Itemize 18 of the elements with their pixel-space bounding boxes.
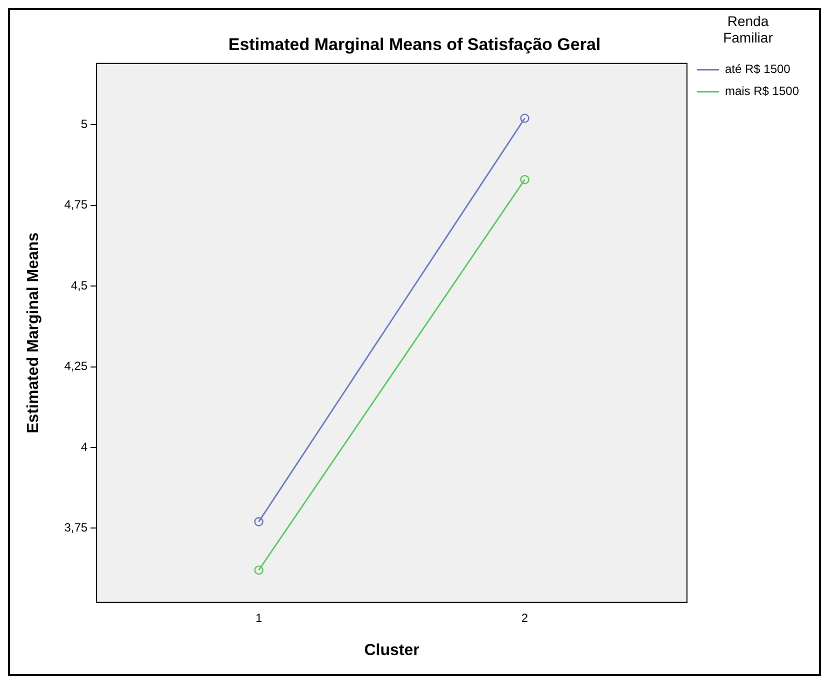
legend-label: até R$ 1500	[724, 62, 791, 76]
x-tick-label: 1	[255, 610, 262, 625]
legend-label: mais R$ 1500	[724, 84, 800, 98]
legend-title: Renda Familiar	[723, 12, 774, 46]
y-axis-title: Estimated Marginal Means	[25, 232, 42, 434]
x-axis-title: Cluster	[364, 642, 420, 659]
point	[254, 565, 264, 575]
y-tick-label: 4,5	[70, 278, 88, 292]
y-tick-label: 4,25	[64, 359, 88, 374]
y-tick-label: 3,75	[64, 520, 88, 534]
y-tick-label: 4,75	[64, 198, 88, 212]
point	[520, 174, 530, 184]
chart-title: Estimated Marginal Means of Satisfação Geral	[228, 34, 601, 54]
point	[520, 114, 530, 123]
point	[254, 517, 264, 526]
y-tick-label: 5	[80, 117, 88, 132]
y-tick-label: 4	[80, 440, 88, 454]
x-tick-label: 2	[521, 610, 528, 625]
